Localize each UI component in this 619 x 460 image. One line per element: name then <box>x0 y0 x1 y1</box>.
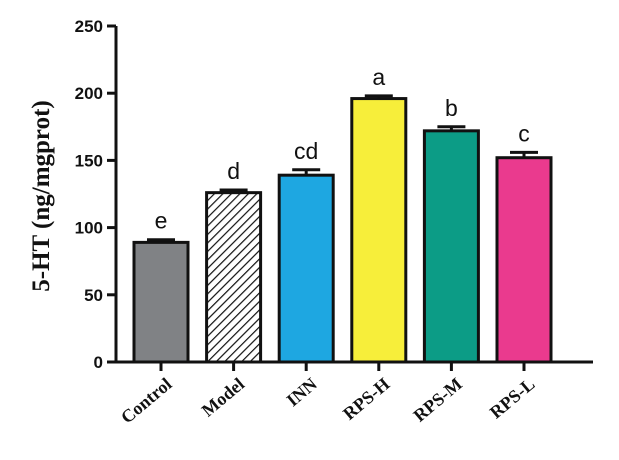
y-tick-label: 50 <box>84 286 103 305</box>
category-label: Control <box>117 374 176 428</box>
axes: 0 50 100 150 200 250 <box>75 17 593 372</box>
significance-label: d <box>227 158 240 184</box>
category-label: RPS-M <box>409 374 466 426</box>
bar-model <box>205 191 263 364</box>
significance-label: cd <box>294 138 318 164</box>
bar-rps-l <box>495 156 553 364</box>
significance-label: a <box>372 64 385 90</box>
y-tick-label: 250 <box>75 17 103 36</box>
y-tick-label: 200 <box>75 84 103 103</box>
significance-label: e <box>155 208 168 234</box>
y-tick-label: 100 <box>75 219 103 238</box>
bar-rps-h <box>350 97 408 364</box>
category-label: RPS-H <box>339 374 393 424</box>
significance-label: c <box>518 120 530 146</box>
significance-label: b <box>445 95 458 121</box>
bar-inn <box>277 173 335 364</box>
bar-rps-m <box>422 129 480 364</box>
category-label: RPS-L <box>486 374 539 423</box>
y-axis-title: 5-HT (ng/mgprot) <box>28 100 55 291</box>
bars <box>132 94 553 364</box>
category-label: INN <box>283 374 321 411</box>
category-label: Model <box>198 374 248 421</box>
y-tick-label: 150 <box>75 151 103 170</box>
bar-control <box>132 240 190 364</box>
y-tick-label: 0 <box>94 353 103 372</box>
